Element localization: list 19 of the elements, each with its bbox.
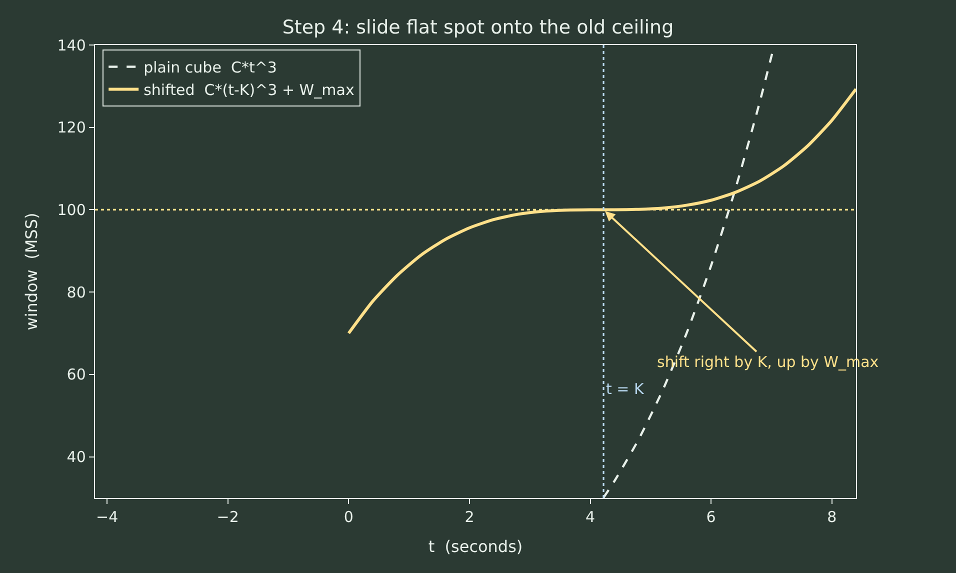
x-tick-label: 2 — [464, 508, 474, 526]
ref-line-label: t = K — [606, 380, 645, 398]
chart-title: Step 4: slide flat spot onto the old ceiling — [282, 16, 674, 38]
x-tick-label: 4 — [585, 508, 596, 526]
legend-label: plain cube C*t^3 — [144, 58, 277, 77]
y-axis-title: window (MSS) — [22, 212, 42, 330]
y-tick-label: 120 — [57, 118, 86, 137]
y-tick-label: 80 — [66, 283, 86, 302]
x-tick-label: 6 — [706, 508, 716, 526]
x-tick-label: 8 — [827, 508, 837, 526]
x-tick-label: −4 — [96, 508, 118, 526]
y-tick-label: 140 — [57, 36, 86, 54]
legend-label: shifted C*(t-K)^3 + W_max — [144, 81, 354, 100]
y-tick-label: 40 — [66, 448, 86, 466]
x-tick-label: −2 — [216, 508, 239, 526]
x-axis-title: t (seconds) — [428, 536, 523, 556]
y-tick-label: 60 — [66, 366, 86, 384]
x-tick-label: 0 — [344, 508, 354, 526]
y-tick-label: 100 — [57, 200, 86, 219]
